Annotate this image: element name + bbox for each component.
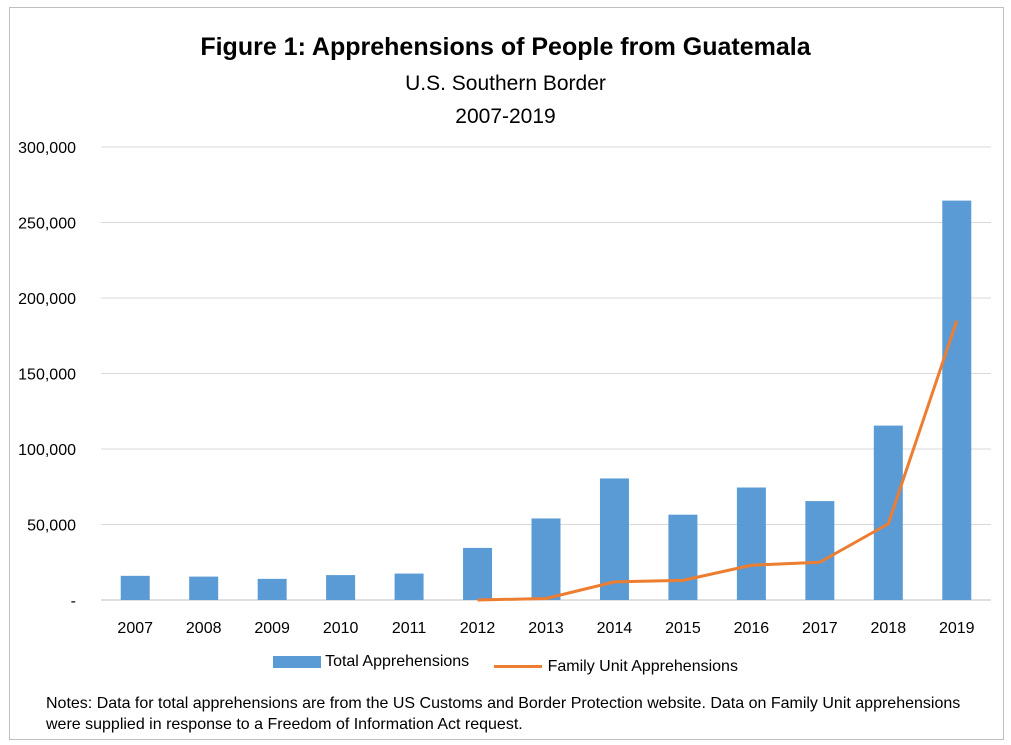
x-tick-label: 2017 xyxy=(802,620,838,637)
bar-total-apprehensions xyxy=(257,578,287,600)
x-tick-label: 2013 xyxy=(528,620,564,637)
chart-frame xyxy=(9,7,1004,740)
bar-total-apprehensions xyxy=(531,518,561,600)
y-tick-label: 200,000 xyxy=(18,291,76,308)
x-tick-label: 2019 xyxy=(939,620,975,637)
bar-total-apprehensions xyxy=(326,575,356,600)
y-tick-label: 250,000 xyxy=(18,216,76,233)
bar-total-apprehensions xyxy=(189,576,219,600)
x-tick-label: 2007 xyxy=(117,620,153,637)
legend-label-total: Total Apprehensions xyxy=(325,653,470,670)
legend-label-family: Family Unit Apprehensions xyxy=(547,657,738,675)
chart-notes: Notes: Data for total apprehensions are … xyxy=(46,695,961,733)
y-tick-label: - xyxy=(71,593,76,610)
chart-legend: Total Apprehensions Family Unit Apprehen… xyxy=(0,653,1011,676)
bar-total-apprehensions xyxy=(942,200,972,601)
bar-total-apprehensions xyxy=(873,425,903,600)
legend-item-total: Total Apprehensions xyxy=(273,653,469,671)
bar-total-apprehensions xyxy=(736,487,766,600)
chart-title: Figure 1: Apprehensions of People from G… xyxy=(200,33,811,61)
line-family-unit-apprehensions xyxy=(477,320,959,602)
y-tick-label: 150,000 xyxy=(18,367,76,384)
x-tick-label: 2018 xyxy=(871,620,907,637)
x-tick-label: 2012 xyxy=(460,620,496,637)
legend-swatch-bar xyxy=(273,656,322,668)
x-tick-label: 2008 xyxy=(186,620,222,637)
x-tick-label: 2011 xyxy=(392,620,427,637)
legend-item-family: Family Unit Apprehensions xyxy=(493,657,738,676)
x-tick-label: 2014 xyxy=(597,620,633,637)
bar-total-apprehensions xyxy=(394,573,424,600)
x-tick-label: 2009 xyxy=(254,620,290,637)
legend-swatch-line xyxy=(493,665,542,668)
bar-total-apprehensions xyxy=(463,547,493,600)
x-tick-label: 2016 xyxy=(734,620,770,637)
y-tick-label: 300,000 xyxy=(18,140,76,157)
chart-subtitle: U.S. Southern Border xyxy=(405,72,606,95)
y-tick-label: 50,000 xyxy=(27,518,76,535)
x-tick-label: 2010 xyxy=(323,620,359,637)
bar-total-apprehensions xyxy=(599,478,629,600)
y-tick-label: 100,000 xyxy=(18,442,76,459)
bar-total-apprehensions xyxy=(805,501,835,600)
bar-total-apprehensions xyxy=(120,575,150,600)
bar-total-apprehensions xyxy=(668,514,698,600)
chart-year-range: 2007-2019 xyxy=(455,105,556,128)
x-tick-label: 2015 xyxy=(665,620,701,637)
